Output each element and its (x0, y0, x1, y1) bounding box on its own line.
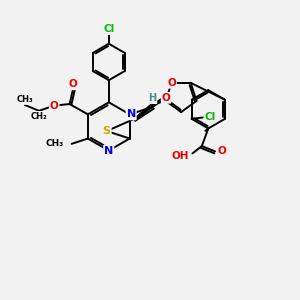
Text: O: O (50, 100, 59, 110)
Text: H: H (148, 93, 157, 103)
Text: O: O (217, 146, 226, 156)
Text: OH: OH (171, 152, 189, 161)
Text: CH₃: CH₃ (45, 139, 63, 148)
Text: Cl: Cl (103, 24, 114, 34)
Text: Cl: Cl (204, 112, 216, 122)
Text: S: S (103, 126, 111, 136)
Text: O: O (167, 78, 176, 88)
Text: N: N (104, 146, 113, 156)
Text: O: O (69, 79, 77, 89)
Text: CH₂: CH₂ (31, 112, 47, 121)
Text: CH₃: CH₃ (16, 95, 33, 104)
Text: O: O (162, 93, 170, 103)
Text: N: N (127, 110, 136, 119)
